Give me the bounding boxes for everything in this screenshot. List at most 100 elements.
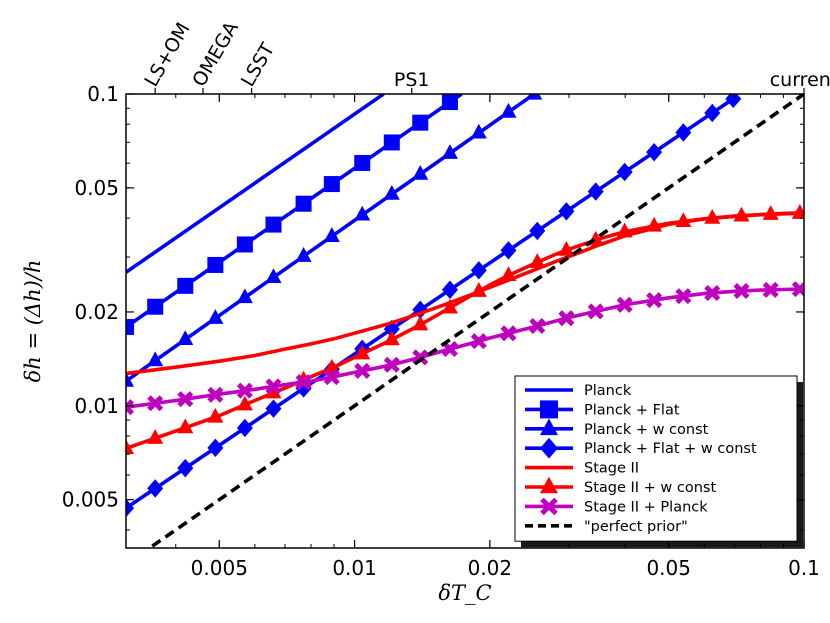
series-6-marker-11 xyxy=(441,341,458,358)
series-2-marker-7 xyxy=(323,227,340,242)
legend-marker-3 xyxy=(540,437,558,459)
series-7 xyxy=(146,94,804,548)
series-2-marker-0 xyxy=(126,371,134,387)
x-tick-label-1: 0.01 xyxy=(332,556,377,580)
series-line-7 xyxy=(146,94,804,548)
series-3-marker-12 xyxy=(470,261,487,280)
series-3-marker-21 xyxy=(725,94,742,109)
y-tick-label-2: 0.02 xyxy=(74,300,119,324)
series-1-marker-9 xyxy=(383,134,400,151)
series-1-marker-4 xyxy=(236,236,253,253)
series-line-3 xyxy=(126,97,735,510)
series-1-marker-7 xyxy=(323,176,340,193)
series-6-marker-20 xyxy=(704,284,721,302)
y-tick-label-1: 0.01 xyxy=(74,394,119,418)
series-5-marker-11 xyxy=(441,298,458,314)
series-6-marker-19 xyxy=(675,288,692,305)
series-2-marker-6 xyxy=(295,247,312,262)
series-6-marker-17 xyxy=(616,296,633,313)
legend: Planck Planck + Flat Planck + w const Planc… xyxy=(514,375,803,548)
series-5-marker-0 xyxy=(126,439,134,455)
series-3-marker-15 xyxy=(558,202,575,221)
series-5-marker-10 xyxy=(412,315,429,331)
x-tick-label-3: 0.05 xyxy=(646,556,691,580)
y-tick-label-3: 0.05 xyxy=(74,176,119,200)
series-6-marker-4 xyxy=(236,382,253,399)
series-6-marker-22 xyxy=(762,281,779,298)
series-1-marker-0 xyxy=(126,318,134,335)
series-6-marker-12 xyxy=(470,333,487,350)
x-tick-label-4: 0.1 xyxy=(788,556,820,580)
series-6-marker-0 xyxy=(126,399,135,416)
legend-marker-6 xyxy=(540,497,558,516)
series-3 xyxy=(126,94,742,518)
legend-label-2: Planck + w const xyxy=(584,422,709,438)
series-6-marker-15 xyxy=(558,310,575,327)
x-axis-title: δT_C xyxy=(438,581,491,605)
series-6-marker-18 xyxy=(646,292,663,309)
legend-entry-6: Stage II + Planck xyxy=(525,497,708,516)
series-5-marker-20 xyxy=(704,208,721,224)
series-3-marker-13 xyxy=(500,241,517,260)
series-6-marker-21 xyxy=(733,282,750,299)
series-5-marker-5 xyxy=(265,383,282,399)
series-2-marker-13 xyxy=(500,102,517,118)
series-5-marker-15 xyxy=(558,240,575,256)
legend-label-6: Stage II + Planck xyxy=(584,499,708,515)
y-tick-label-0: 0.005 xyxy=(62,488,119,512)
series-1-marker-8 xyxy=(354,154,371,171)
legend-box xyxy=(514,375,798,542)
legend-label-3: Planck + Flat + w const xyxy=(584,441,757,457)
legend-entry-5: Stage II + w const xyxy=(525,476,716,496)
series-5-marker-9 xyxy=(383,330,400,346)
series-1-marker-2 xyxy=(177,277,194,294)
series-2-marker-3 xyxy=(207,309,224,324)
legend-entry-0: Planck xyxy=(525,383,632,399)
series-5-marker-8 xyxy=(354,344,371,360)
series-6-marker-9 xyxy=(383,356,400,373)
series-layer xyxy=(126,94,804,548)
series-6-marker-7 xyxy=(323,369,340,386)
series-3-marker-4 xyxy=(236,418,253,438)
top-label-3: PS1 xyxy=(394,69,430,91)
series-6-marker-6 xyxy=(295,374,312,391)
series-5-marker-2 xyxy=(177,418,194,434)
series-5-marker-14 xyxy=(529,253,546,268)
series-5-marker-17 xyxy=(616,222,633,238)
legend-entry-4: Stage II xyxy=(525,461,639,477)
legend-entry-7: "perfect prior" xyxy=(525,519,688,535)
series-3-marker-11 xyxy=(441,280,458,299)
series-6-marker-16 xyxy=(587,303,604,320)
legend-marker-2 xyxy=(540,418,558,436)
legend-label-1: Planck + Flat xyxy=(584,402,680,418)
series-2-marker-12 xyxy=(470,123,487,139)
series-3-marker-14 xyxy=(529,221,546,241)
legend-label-7: "perfect prior" xyxy=(584,519,688,535)
top-label-4: current xyxy=(770,69,830,91)
series-line-0 xyxy=(126,94,385,274)
series-5-marker-1 xyxy=(147,429,164,444)
series-5-marker-13 xyxy=(500,266,517,281)
series-2-marker-10 xyxy=(412,164,429,180)
series-2-marker-9 xyxy=(383,184,400,200)
series-3-marker-16 xyxy=(587,182,604,201)
series-5-marker-19 xyxy=(675,212,692,228)
series-6-marker-1 xyxy=(147,395,164,412)
series-3-marker-17 xyxy=(616,162,633,182)
series-3-marker-1 xyxy=(147,479,164,498)
legend-label-4: Stage II xyxy=(584,461,639,477)
series-1-marker-3 xyxy=(207,256,224,273)
legend-label-5: Stage II + w const xyxy=(584,480,716,496)
series-1-marker-5 xyxy=(265,216,282,233)
legend-entry-3: Planck + Flat + w const xyxy=(525,437,757,459)
series-5-marker-21 xyxy=(733,206,750,222)
legend-marker-5 xyxy=(540,476,558,494)
series-3-marker-20 xyxy=(704,103,721,123)
series-1-marker-11 xyxy=(441,94,458,111)
series-5-marker-22 xyxy=(762,205,779,220)
y-axis-title: δh = (Δh)/h xyxy=(21,260,45,383)
series-5-marker-23 xyxy=(791,204,804,219)
series-5-marker-18 xyxy=(646,216,663,232)
series-3-marker-3 xyxy=(207,438,224,458)
